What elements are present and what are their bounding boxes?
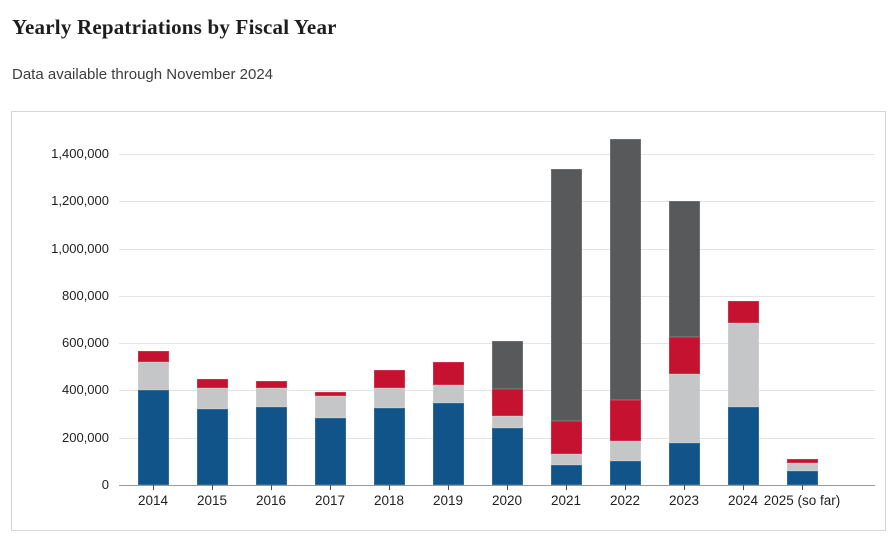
red-segment <box>373 370 405 389</box>
y-tick-label: 1,400,000 <box>51 146 109 161</box>
red-segment <box>137 351 169 363</box>
x-tick-label: 2022 <box>609 493 641 508</box>
light-gray-segment <box>609 441 641 462</box>
red-segment <box>432 362 464 385</box>
y-tick-label: 600,000 <box>62 335 109 351</box>
blue-segment <box>314 417 346 485</box>
blue-segment <box>668 442 700 485</box>
red-segment <box>491 389 523 417</box>
blue-segment <box>609 461 641 485</box>
x-axis-tick <box>212 485 213 490</box>
dark-gray-segment <box>550 169 582 422</box>
dark-gray-segment <box>491 340 523 390</box>
light-gray-segment <box>668 374 700 443</box>
x-axis-tick <box>507 485 508 490</box>
light-gray-segment <box>727 323 759 407</box>
light-gray-segment <box>314 395 346 418</box>
x-tick-label: 2025 (so far) <box>763 493 841 508</box>
x-axis-tick <box>448 485 449 490</box>
x-tick-label: 2017 <box>314 493 346 508</box>
x-axis-tick <box>389 485 390 490</box>
blue-segment <box>137 390 169 485</box>
light-gray-segment <box>786 462 818 471</box>
light-gray-segment <box>491 416 523 429</box>
chart-area: 0 200,000 400,000 600,000 800,000 1,000,000 1,… <box>11 111 886 531</box>
blue-segment <box>255 406 287 485</box>
y-tick-label: 800,000 <box>62 287 109 303</box>
x-tick-label: 2018 <box>373 493 405 508</box>
x-tick-label: 2024 <box>727 493 759 508</box>
gridline <box>119 295 875 297</box>
x-tick-label: 2016 <box>255 493 287 508</box>
dark-gray-segment <box>609 138 641 400</box>
page-subtitle: Data available through November 2024 <box>12 66 273 83</box>
red-segment <box>550 421 582 455</box>
blue-segment <box>373 408 405 485</box>
x-tick-label: 2014 <box>137 493 169 508</box>
red-segment <box>668 336 700 375</box>
x-axis-tick <box>625 485 626 490</box>
red-segment <box>727 300 759 324</box>
y-tick-label: 1,200,000 <box>51 193 109 209</box>
gridline <box>119 154 875 155</box>
x-axis-tick <box>566 485 567 490</box>
blue-segment <box>786 470 818 485</box>
red-segment <box>786 458 818 463</box>
y-tick-label: 0 <box>101 477 109 492</box>
x-tick-label: 2015 <box>196 493 228 508</box>
y-tick-label: 200,000 <box>62 429 109 445</box>
light-gray-segment <box>196 388 228 410</box>
light-gray-segment <box>432 384 464 403</box>
gridline <box>119 248 875 250</box>
light-gray-segment <box>550 454 582 465</box>
light-gray-segment <box>255 388 287 407</box>
red-segment <box>196 378 228 389</box>
x-axis-tick <box>153 485 154 490</box>
light-gray-segment <box>137 362 169 391</box>
red-segment <box>255 380 287 389</box>
dark-gray-segment <box>668 201 700 337</box>
x-tick-label: 2019 <box>432 493 464 508</box>
x-axis-tick <box>330 485 331 490</box>
page-title: Yearly Repatriations by Fiscal Year <box>12 15 337 39</box>
light-gray-segment <box>373 388 405 409</box>
gridline <box>119 201 875 203</box>
blue-segment <box>727 406 759 485</box>
red-segment <box>314 392 346 396</box>
blue-segment <box>550 464 582 485</box>
x-axis-tick <box>271 485 272 490</box>
blue-segment <box>196 409 228 485</box>
x-axis-tick <box>743 485 744 490</box>
y-tick-label: 1,000,000 <box>51 240 109 256</box>
x-tick-label: 2020 <box>491 493 523 508</box>
red-segment <box>609 399 641 442</box>
x-tick-label: 2023 <box>668 493 700 508</box>
x-axis-tick <box>684 485 685 490</box>
x-axis-tick <box>802 485 803 490</box>
blue-segment <box>432 402 464 485</box>
y-tick-label: 400,000 <box>62 382 109 398</box>
x-axis-baseline <box>119 485 875 486</box>
x-tick-label: 2021 <box>550 493 582 508</box>
blue-segment <box>491 428 523 485</box>
